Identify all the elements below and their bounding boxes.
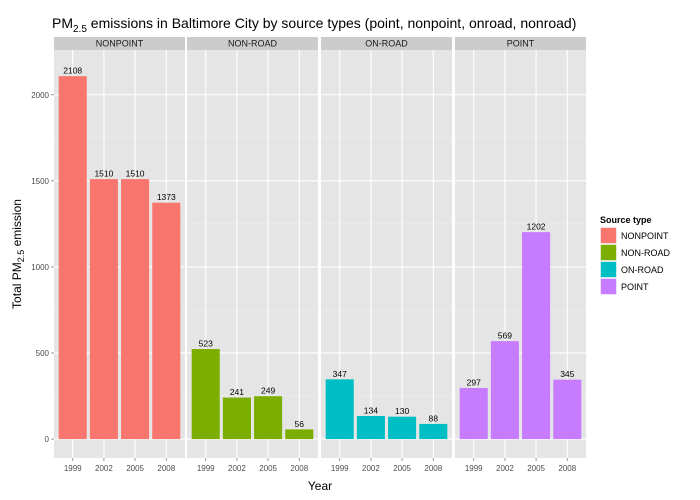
legend-label: ON-ROAD bbox=[621, 265, 664, 275]
x-tick-label: 2008 bbox=[424, 464, 442, 473]
x-tick-label: 2005 bbox=[259, 464, 277, 473]
bar-on-road-2002 bbox=[356, 415, 385, 440]
x-tick-label: 2005 bbox=[527, 464, 545, 473]
bar-value-label: 1510 bbox=[126, 169, 145, 179]
bar-value-label: 134 bbox=[364, 405, 378, 415]
bar-value-label: 130 bbox=[395, 406, 409, 416]
x-tick-label: 2008 bbox=[558, 464, 576, 473]
legend-label: NONPOINT bbox=[621, 231, 669, 241]
legend-label: POINT bbox=[621, 282, 649, 292]
bar-on-road-2005 bbox=[388, 416, 417, 440]
bar-value-label: 249 bbox=[261, 386, 275, 396]
y-axis-title-subscript: 2.5 bbox=[16, 250, 26, 263]
legend-swatch-non-road bbox=[600, 244, 617, 261]
x-tick-label: 2002 bbox=[228, 464, 246, 473]
facet-panel-non-road: NON-ROAD 523 241 249 56 1999 2002 2005 2008 bbox=[187, 37, 318, 473]
y-axis-title: Total PM2.5 emission bbox=[10, 199, 26, 309]
chart-title: PM2.5 emissions in Baltimore City by sou… bbox=[52, 15, 576, 35]
y-axis-title-suffix: emission bbox=[10, 199, 24, 250]
facet-strip bbox=[54, 37, 185, 50]
bar-value-label: 347 bbox=[333, 369, 347, 379]
y-axis: 0 500 1000 1500 2000 bbox=[31, 91, 54, 444]
x-axis-title: Year bbox=[308, 479, 332, 493]
x-tick-label: 2002 bbox=[496, 464, 514, 473]
x-tick-label: 2005 bbox=[393, 464, 411, 473]
bar-value-label: 56 bbox=[295, 419, 305, 429]
y-tick-label: 1000 bbox=[31, 263, 49, 272]
legend-label: NON-ROAD bbox=[621, 248, 670, 258]
x-tick-label: 2008 bbox=[290, 464, 308, 473]
bar-non-road-2002 bbox=[222, 397, 251, 440]
x-tick-label: 1999 bbox=[331, 464, 349, 473]
facet-strip bbox=[187, 37, 318, 50]
bar-point-2008 bbox=[553, 379, 582, 440]
x-tick-label: 2002 bbox=[362, 464, 380, 473]
bar-point-2002 bbox=[490, 341, 519, 440]
facet-strip bbox=[455, 37, 586, 50]
chart-title-suffix: emissions in Baltimore City by source ty… bbox=[87, 15, 576, 31]
bar-point-1999 bbox=[459, 387, 488, 440]
facet-strip-label: NONPOINT bbox=[96, 39, 144, 49]
bar-value-label: 1373 bbox=[157, 192, 176, 202]
x-tick-label: 1999 bbox=[64, 464, 82, 473]
facet-strip-label: ON-ROAD bbox=[365, 39, 408, 49]
bar-value-label: 1202 bbox=[527, 222, 546, 232]
legend-swatch-nonpoint bbox=[600, 227, 617, 244]
y-tick-label: 500 bbox=[36, 349, 50, 358]
bar-value-label: 2108 bbox=[63, 66, 82, 76]
bar-value-label: 523 bbox=[199, 339, 213, 349]
x-tick-label: 2002 bbox=[95, 464, 113, 473]
bar-value-label: 345 bbox=[560, 369, 574, 379]
facet-strip-label: POINT bbox=[507, 39, 535, 49]
facet-panels: NONPOINT 2108 1510 1510 1373 1999 2002 2005 2008… bbox=[54, 37, 586, 473]
bar-value-label: 1510 bbox=[94, 169, 113, 179]
facet-strip-label: NON-ROAD bbox=[228, 39, 277, 49]
facet-strip bbox=[321, 37, 452, 50]
bar-nonpoint-1999 bbox=[58, 76, 87, 440]
y-tick-label: 1500 bbox=[31, 177, 49, 186]
chart-title-prefix: PM bbox=[52, 15, 73, 31]
bar-nonpoint-2002 bbox=[89, 179, 118, 440]
bar-non-road-1999 bbox=[191, 349, 220, 440]
legend-title: Source type bbox=[600, 215, 652, 225]
legend-swatch-point bbox=[600, 278, 617, 295]
bar-nonpoint-2005 bbox=[121, 179, 150, 440]
bar-value-label: 569 bbox=[498, 331, 512, 341]
y-tick-label: 2000 bbox=[31, 91, 49, 100]
facet-panel-on-road: ON-ROAD 347 134 130 88 1999 2002 2005 2008 bbox=[321, 37, 452, 473]
y-tick-label: 0 bbox=[45, 435, 50, 444]
x-tick-label: 1999 bbox=[465, 464, 483, 473]
chart-title-subscript: 2.5 bbox=[73, 24, 87, 35]
bar-point-2005 bbox=[522, 232, 551, 440]
bar-value-label: 88 bbox=[429, 413, 439, 423]
facet-panel-point: POINT 297 569 1202 345 1999 2002 2005 2008 bbox=[455, 37, 586, 473]
legend-swatch-on-road bbox=[600, 261, 617, 278]
x-tick-label: 2008 bbox=[157, 464, 175, 473]
bar-nonpoint-2008 bbox=[152, 202, 181, 440]
bar-non-road-2008 bbox=[285, 429, 314, 440]
bar-non-road-2005 bbox=[254, 396, 283, 440]
legend: Source type NONPOINT NON-ROAD ON-ROAD POINT bbox=[599, 215, 670, 296]
x-tick-label: 1999 bbox=[197, 464, 215, 473]
bar-value-label: 297 bbox=[467, 377, 481, 387]
bar-on-road-2008 bbox=[419, 423, 448, 440]
y-axis-title-prefix: Total PM bbox=[10, 262, 24, 309]
bar-value-label: 241 bbox=[230, 387, 244, 397]
bar-on-road-1999 bbox=[325, 379, 354, 440]
x-tick-label: 2005 bbox=[126, 464, 144, 473]
facet-panel-nonpoint: NONPOINT 2108 1510 1510 1373 1999 2002 2005 2008 bbox=[54, 37, 185, 473]
